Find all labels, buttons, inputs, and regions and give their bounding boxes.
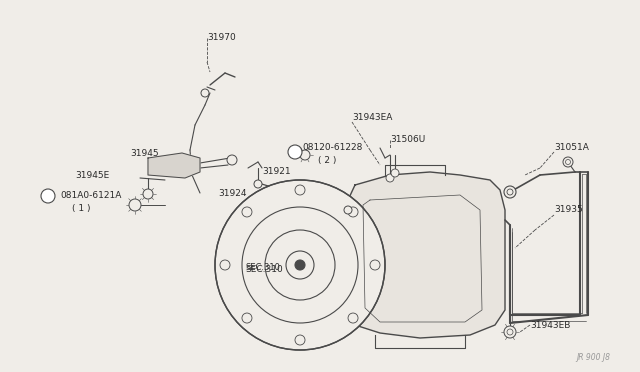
Text: 31051A: 31051A — [554, 144, 589, 153]
Polygon shape — [148, 153, 200, 178]
Text: 31945E: 31945E — [75, 171, 109, 180]
Text: 31970: 31970 — [207, 33, 236, 42]
Circle shape — [201, 89, 209, 97]
Text: 31921: 31921 — [262, 167, 291, 176]
Text: 08120-61228: 08120-61228 — [302, 144, 362, 153]
Text: 31935: 31935 — [554, 205, 583, 215]
Text: SEC.310: SEC.310 — [245, 266, 283, 275]
Circle shape — [143, 189, 153, 199]
Circle shape — [41, 189, 55, 203]
Text: 081A0-6121A: 081A0-6121A — [60, 192, 122, 201]
Text: ( 1 ): ( 1 ) — [72, 203, 90, 212]
Text: 31943EA: 31943EA — [352, 113, 392, 122]
Circle shape — [300, 150, 310, 160]
Circle shape — [344, 206, 352, 214]
Text: 31945: 31945 — [130, 148, 159, 157]
Circle shape — [563, 157, 573, 167]
Circle shape — [295, 260, 305, 270]
Text: B: B — [45, 192, 51, 201]
Text: SEC.310: SEC.310 — [245, 263, 280, 273]
Circle shape — [288, 145, 302, 159]
Circle shape — [227, 155, 237, 165]
Circle shape — [504, 326, 516, 338]
Text: 31943EB: 31943EB — [530, 321, 570, 330]
Circle shape — [215, 180, 385, 350]
Text: 31924: 31924 — [218, 189, 246, 199]
Circle shape — [504, 186, 516, 198]
Circle shape — [129, 199, 141, 211]
Text: 31506U: 31506U — [390, 135, 425, 144]
Text: B: B — [292, 148, 298, 157]
Text: JR 900 J8: JR 900 J8 — [576, 353, 610, 362]
Circle shape — [391, 169, 399, 177]
Circle shape — [254, 180, 262, 188]
Polygon shape — [348, 172, 505, 338]
Circle shape — [386, 174, 394, 182]
Text: ( 2 ): ( 2 ) — [318, 155, 337, 164]
